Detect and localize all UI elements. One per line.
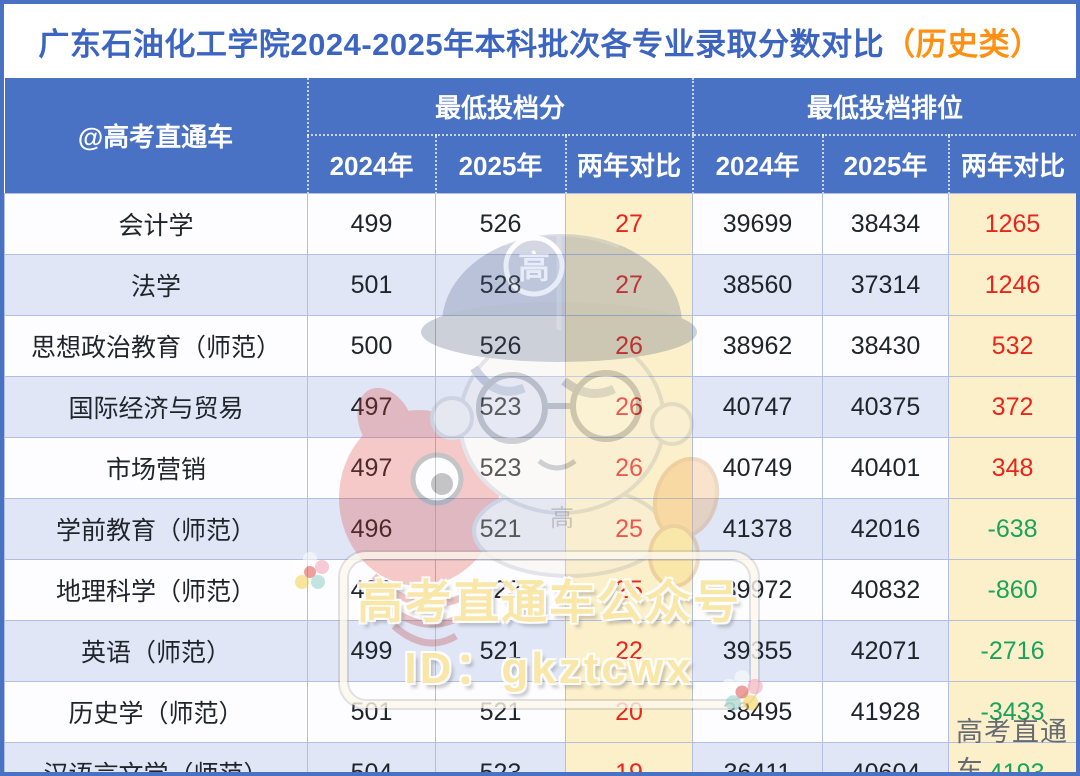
major-cell: 会计学: [4, 193, 308, 255]
rank-2025-cell: 42071: [822, 620, 950, 682]
rank-diff-cell: -2716: [948, 620, 1076, 682]
title-highlight: （历史类）: [884, 26, 1042, 62]
group-header-min-rank: 最低投档排位: [691, 78, 1076, 136]
rank-diff-cell: 348: [948, 437, 1076, 499]
score-diff-cell: 25: [564, 559, 694, 621]
score-2024-cell: 498: [307, 559, 436, 621]
rank-2024-cell: 36411: [692, 742, 824, 772]
rank-diff-cell: -4193: [948, 742, 1076, 772]
brand-header-cell: @高考直通车: [4, 78, 308, 194]
score-2024-cell: 497: [307, 437, 436, 499]
subheader-rank-diff: 两年对比: [947, 135, 1076, 194]
rank-2025-cell: 42016: [822, 498, 950, 560]
table-row: 历史学（师范） 501 521 20 38495 41928 -3433: [4, 681, 1076, 743]
score-comparison-table: @高考直通车 最低投档分 最低投档排位 2024年 2025年 两年对比 202…: [4, 78, 1076, 772]
score-diff-cell: 26: [564, 315, 694, 377]
group-header-min-score: 最低投档分: [306, 78, 693, 136]
score-2024-cell: 504: [307, 742, 436, 772]
rank-2025-cell: 41928: [822, 681, 950, 743]
score-2024-cell: 501: [307, 681, 436, 743]
score-2024-cell: 496: [307, 498, 436, 560]
major-cell: 历史学（师范）: [4, 681, 308, 743]
subheader-score-2024: 2024年: [306, 135, 436, 194]
subheader-score-2025: 2025年: [434, 135, 566, 194]
score-2025-cell: 521: [435, 620, 566, 682]
rank-2025-cell: 38434: [822, 193, 950, 255]
score-2024-cell: 497: [307, 376, 436, 438]
table-row: 市场营销 497 523 26 40749 40401 348: [4, 437, 1076, 499]
rank-2024-cell: 39699: [692, 193, 824, 255]
score-2024-cell: 500: [307, 315, 436, 377]
rank-diff-cell: -638: [948, 498, 1076, 560]
major-cell: 市场营销: [4, 437, 308, 499]
score-diff-cell: 20: [564, 681, 694, 743]
score-2025-cell: 523: [435, 437, 566, 499]
table-row: 国际经济与贸易 497 523 26 40747 40375 372: [4, 376, 1076, 438]
score-2024-cell: 499: [307, 620, 436, 682]
rank-2024-cell: 38962: [692, 315, 824, 377]
subheader-rank-2025: 2025年: [821, 135, 949, 194]
major-cell: 法学: [4, 254, 308, 316]
score-2024-cell: 499: [307, 193, 436, 255]
rank-2024-cell: 39355: [692, 620, 824, 682]
rank-diff-cell: -3433: [948, 681, 1076, 743]
table-row: 学前教育（师范） 496 521 25 41378 42016 -638: [4, 498, 1076, 560]
rank-2024-cell: 39972: [692, 559, 824, 621]
score-diff-cell: 26: [564, 437, 694, 499]
table-row: 会计学 499 526 27 39699 38434 1265: [4, 193, 1076, 255]
score-2025-cell: 523: [435, 559, 566, 621]
title-main: 广东石油化工学院2024-2025年本科批次各专业录取分数对比: [38, 26, 885, 62]
table-card: 广东石油化工学院2024-2025年本科批次各专业录取分数对比 （历史类） @高考…: [4, 4, 1076, 772]
score-2025-cell: 521: [435, 681, 566, 743]
rank-2025-cell: 40604: [822, 742, 950, 772]
score-diff-cell: 22: [564, 620, 694, 682]
score-diff-cell: 27: [564, 193, 694, 255]
page-title: 广东石油化工学院2024-2025年本科批次各专业录取分数对比 （历史类）: [4, 4, 1076, 78]
score-2025-cell: 526: [435, 193, 566, 255]
subheader-score-diff: 两年对比: [564, 135, 693, 194]
major-cell: 学前教育（师范）: [4, 498, 308, 560]
rank-2024-cell: 38560: [692, 254, 824, 316]
rank-diff-cell: 1265: [948, 193, 1076, 255]
score-diff-cell: 26: [564, 376, 694, 438]
score-2025-cell: 526: [435, 315, 566, 377]
rank-2025-cell: 38430: [822, 315, 950, 377]
rank-2024-cell: 40747: [692, 376, 824, 438]
rank-2024-cell: 40749: [692, 437, 824, 499]
score-diff-cell: 19: [564, 742, 694, 772]
table-body: 会计学 499 526 27 39699 38434 1265 法学 501 5…: [4, 193, 1076, 772]
score-2025-cell: 521: [435, 498, 566, 560]
score-2025-cell: 523: [435, 742, 566, 772]
major-cell: 思想政治教育（师范）: [4, 315, 308, 377]
major-cell: 英语（师范）: [4, 620, 308, 682]
rank-2024-cell: 41378: [692, 498, 824, 560]
score-diff-cell: 25: [564, 498, 694, 560]
rank-2024-cell: 38495: [692, 681, 824, 743]
table-row: 思想政治教育（师范） 500 526 26 38962 38430 532: [4, 315, 1076, 377]
score-diff-cell: 27: [564, 254, 694, 316]
rank-2025-cell: 40832: [822, 559, 950, 621]
rank-2025-cell: 40401: [822, 437, 950, 499]
rank-diff-cell: -860: [948, 559, 1076, 621]
table-row: 英语（师范） 499 521 22 39355 42071 -2716: [4, 620, 1076, 682]
rank-2025-cell: 40375: [822, 376, 950, 438]
major-cell: 国际经济与贸易: [4, 376, 308, 438]
table-row: 汉语言文学（师范） 504 523 19 36411 40604 -4193: [4, 742, 1076, 772]
score-2025-cell: 523: [435, 376, 566, 438]
table-row: 地理科学（师范） 498 523 25 39972 40832 -860: [4, 559, 1076, 621]
table-header: @高考直通车 最低投档分 最低投档排位 2024年 2025年 两年对比 202…: [4, 78, 1076, 194]
rank-2025-cell: 37314: [822, 254, 950, 316]
rank-diff-cell: 532: [948, 315, 1076, 377]
table-row: 法学 501 528 27 38560 37314 1246: [4, 254, 1076, 316]
score-2025-cell: 528: [435, 254, 566, 316]
major-cell: 汉语言文学（师范）: [4, 742, 308, 772]
rank-diff-cell: 372: [948, 376, 1076, 438]
rank-diff-cell: 1246: [948, 254, 1076, 316]
major-cell: 地理科学（师范）: [4, 559, 308, 621]
score-2024-cell: 501: [307, 254, 436, 316]
subheader-rank-2024: 2024年: [691, 135, 823, 194]
